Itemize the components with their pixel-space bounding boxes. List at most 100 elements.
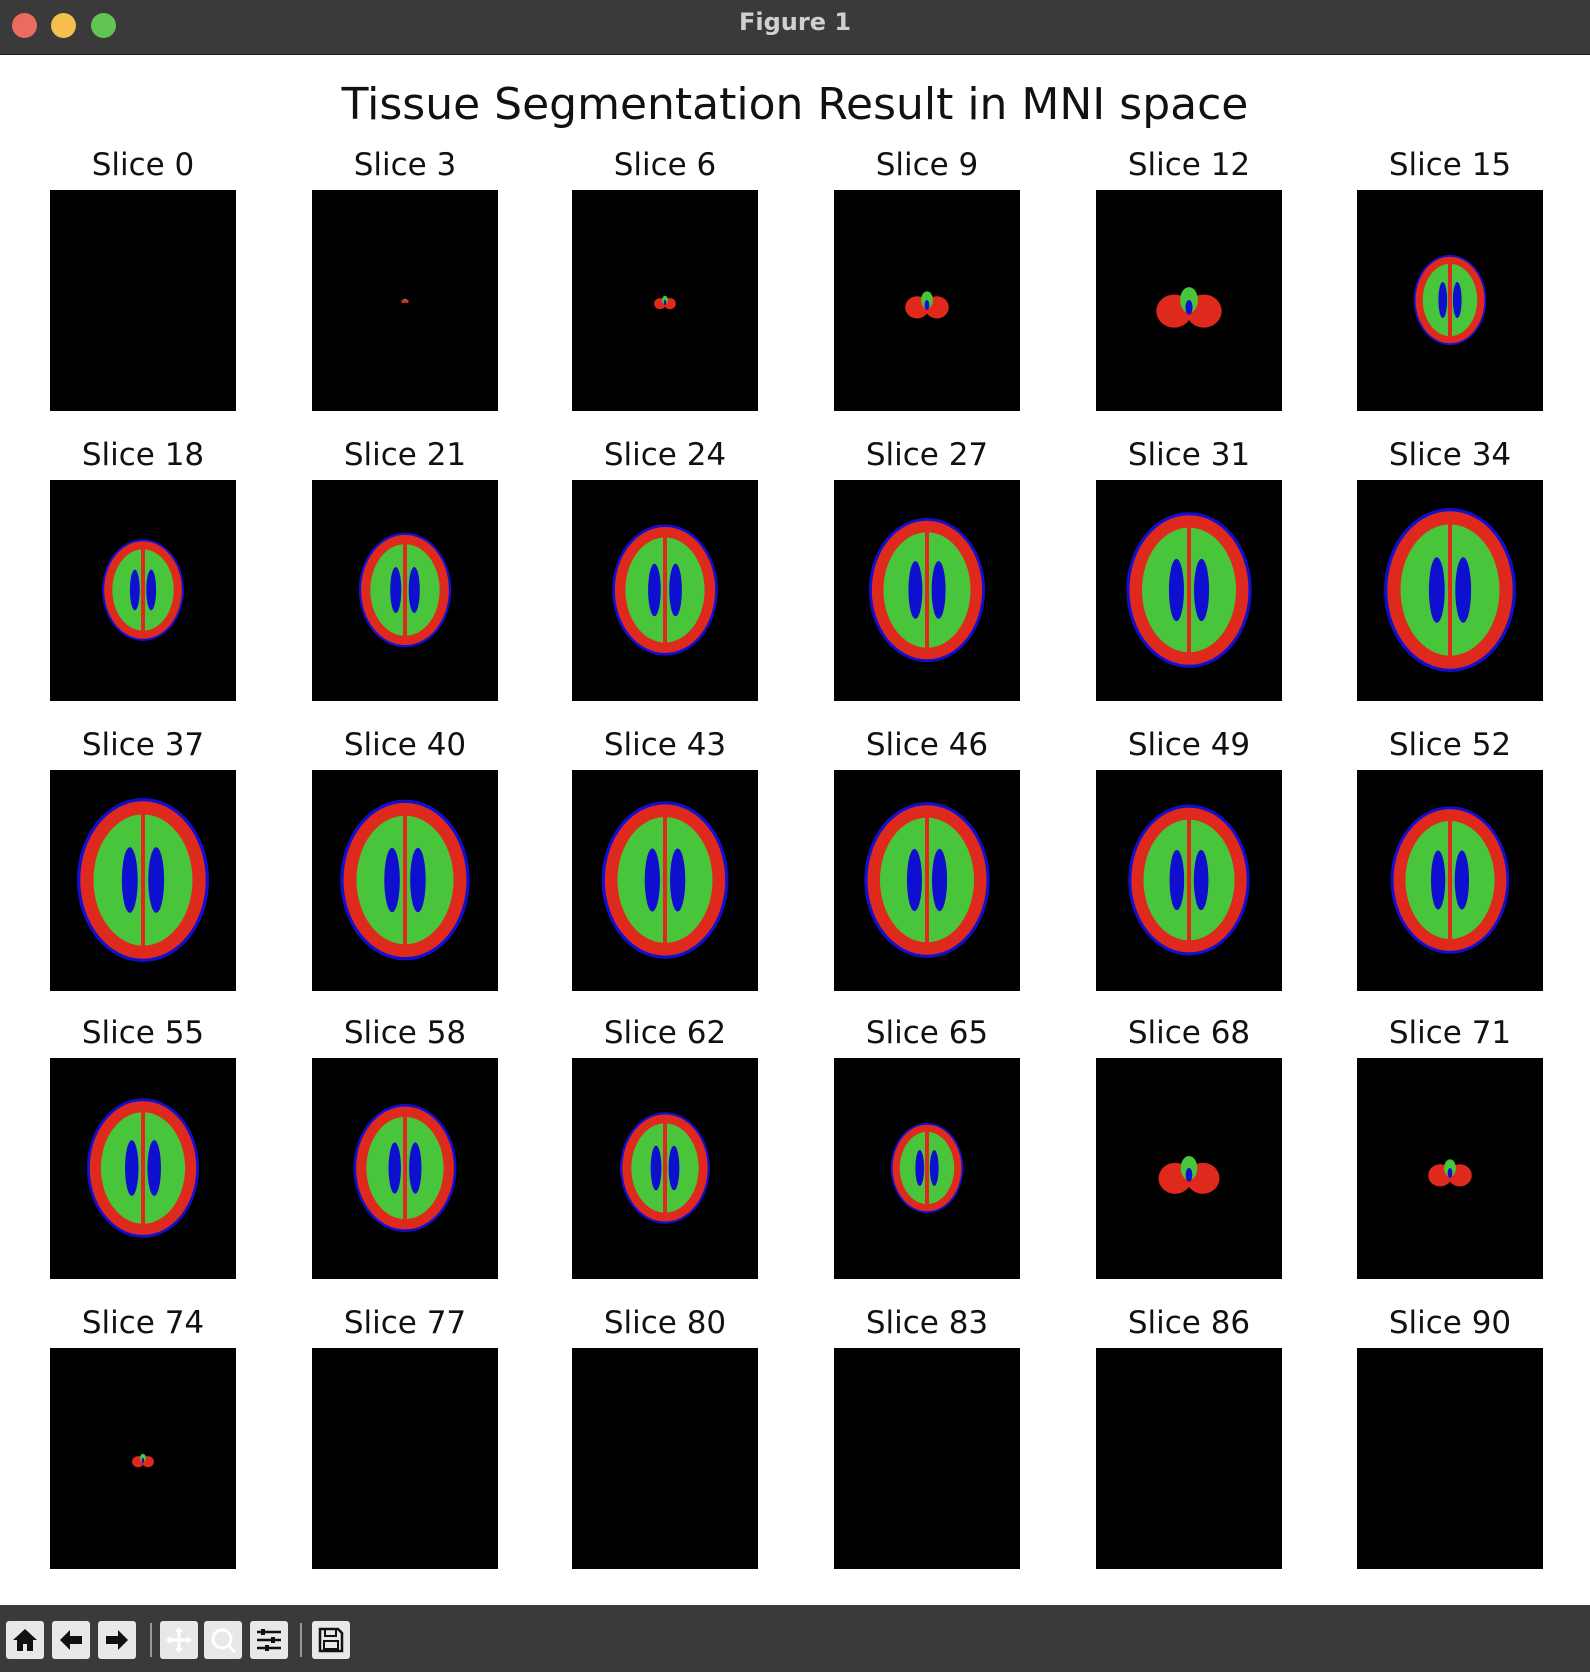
slice-image (50, 190, 236, 411)
ventricle (146, 569, 157, 611)
ventricle (129, 569, 140, 611)
ventricle (410, 847, 426, 913)
midline (403, 535, 407, 645)
segmentation-map (102, 539, 184, 641)
slice-title: Slice 90 (1388, 1305, 1512, 1341)
figure-canvas[interactable]: Tissue Segmentation Result in MNI space … (0, 55, 1590, 1605)
slice-title: Slice 68 (1127, 1015, 1251, 1051)
midline (663, 1115, 667, 1221)
slice-image (50, 1058, 236, 1279)
ventricle (390, 567, 402, 613)
ventricle (1193, 849, 1209, 911)
toolbar-separator (300, 1623, 302, 1657)
slice-image (1357, 1348, 1543, 1569)
segmentation-map (1428, 1159, 1472, 1187)
home-button[interactable] (6, 1621, 44, 1659)
slice-title: Slice 3 (353, 147, 457, 183)
window-title: Figure 1 (738, 8, 852, 36)
maximize-window-button[interactable] (91, 13, 116, 38)
midline (141, 802, 145, 958)
segmentation-map (868, 517, 986, 663)
slice-image (1096, 1058, 1282, 1279)
ventricle (915, 1149, 925, 1187)
segmentation-map (1128, 804, 1250, 956)
ventricle (147, 1140, 161, 1196)
slice-image (1096, 770, 1282, 991)
midline (925, 805, 929, 955)
pan-icon (166, 1627, 192, 1653)
slice-title: Slice 15 (1388, 147, 1512, 183)
slice-title: Slice 12 (1127, 147, 1251, 183)
slice-image (834, 480, 1020, 701)
slice-title: Slice 31 (1127, 437, 1251, 473)
segmentation-map (654, 295, 676, 310)
ventricle (932, 848, 948, 912)
home-icon (13, 1629, 37, 1651)
midline (663, 527, 667, 653)
slice-title: Slice 58 (343, 1015, 467, 1051)
segmentation-map (340, 799, 470, 961)
ventricle (670, 848, 686, 912)
slice-title: Slice 80 (603, 1305, 727, 1341)
ventricle (1454, 850, 1470, 910)
csf-region (141, 1458, 145, 1463)
slice-image (1096, 480, 1282, 701)
slice-image (572, 480, 758, 701)
csf-region (663, 300, 667, 305)
back-button[interactable] (52, 1621, 90, 1659)
segmentation-map (601, 801, 729, 959)
configure-subplots-button[interactable] (250, 1621, 288, 1659)
slice-image (572, 1058, 758, 1279)
minimize-window-button[interactable] (51, 13, 76, 38)
forward-arrow-icon (106, 1630, 128, 1650)
slice-image (834, 1348, 1020, 1569)
slice-image (1357, 1058, 1543, 1279)
slice-title: Slice 65 (865, 1015, 989, 1051)
midline (925, 521, 929, 659)
pan-button[interactable] (160, 1621, 198, 1659)
toolbar-separator (150, 1623, 152, 1657)
slice-title: Slice 46 (865, 727, 989, 763)
slice-title: Slice 77 (343, 1305, 467, 1341)
slice-title: Slice 24 (603, 437, 727, 473)
close-window-button[interactable] (12, 13, 37, 38)
ventricle (148, 847, 165, 913)
midline (1187, 515, 1191, 665)
slice-image (1096, 1348, 1282, 1569)
ventricle (1455, 557, 1472, 623)
slice-image (50, 480, 236, 701)
segmentation-map (1390, 806, 1510, 954)
slice-title: Slice 43 (603, 727, 727, 763)
slice-image (834, 770, 1020, 991)
slice-image (50, 1348, 236, 1569)
midline (141, 541, 145, 639)
ventricle (668, 1145, 680, 1191)
slice-title: Slice 37 (81, 727, 205, 763)
wm-region (1180, 1155, 1198, 1181)
slice-title: Slice 52 (1388, 727, 1512, 763)
save-button[interactable] (312, 1621, 350, 1659)
slice-image (312, 1348, 498, 1569)
configure-subplots-icon (257, 1629, 281, 1651)
slice-title: Slice 83 (865, 1305, 989, 1341)
segmentation-map (353, 1104, 457, 1232)
slice-title: Slice 18 (81, 437, 205, 473)
slice-title: Slice 0 (91, 147, 195, 183)
slice-image (1096, 190, 1282, 411)
slice-image (572, 770, 758, 991)
forward-button[interactable] (98, 1621, 136, 1659)
zoom-button[interactable] (204, 1621, 242, 1659)
slice-title: Slice 21 (343, 437, 467, 473)
ventricle (1438, 281, 1448, 319)
slice-title: Slice 55 (81, 1015, 205, 1051)
ventricle (644, 848, 660, 912)
csf-region (404, 300, 406, 302)
slice-title: Slice 40 (343, 727, 467, 763)
slice-image (572, 190, 758, 411)
ventricle (388, 1142, 401, 1194)
slice-image (312, 1058, 498, 1279)
slice-title: Slice 62 (603, 1015, 727, 1051)
ventricle (908, 561, 923, 619)
slice-image (312, 770, 498, 991)
